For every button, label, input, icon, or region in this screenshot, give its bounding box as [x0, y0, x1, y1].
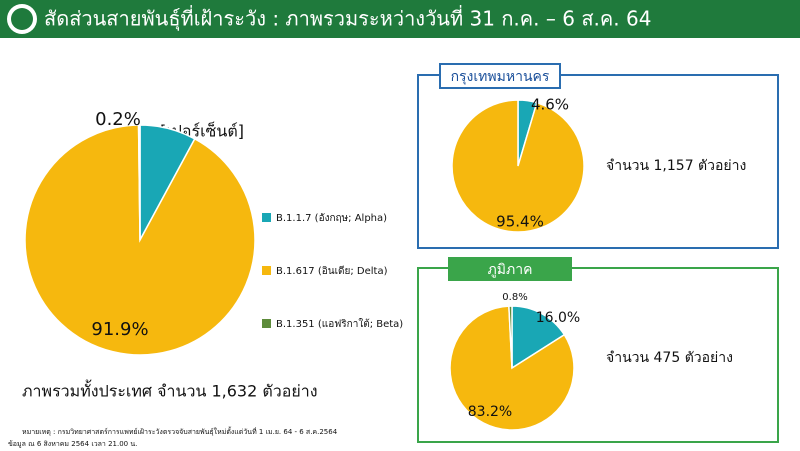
value-label: 4.6% — [531, 96, 569, 114]
pie-slice — [137, 124, 141, 241]
main-subtitle: ภาพรวมทั้งประเทศ จำนวน 1,632 ตัวอย่าง — [22, 380, 318, 401]
legend-label: B.1.351 (แอฟริกาใต้; Beta) — [276, 318, 403, 330]
footnote: ข้อมูล ณ 6 สิงหาคม 2564 เวลา 21.00 น. — [8, 440, 137, 448]
header-title: สัดส่วนสายพันธุ์ที่เฝ้าระวัง : ภาพรวมระห… — [44, 5, 651, 32]
bangkok-tab — [439, 63, 561, 89]
pie-slice — [508, 305, 513, 369]
value-label: 0.8% — [502, 292, 527, 303]
footnote: หมายเหตุ : กรมวิทยาศาสตร์การแพทย์เฝ้าระว… — [22, 425, 338, 436]
pie-slice — [451, 99, 585, 233]
region-subtitle: จำนวน 475 ตัวอย่าง — [606, 350, 733, 366]
value-label: 95.4% — [496, 213, 544, 231]
legend-swatch — [262, 266, 271, 275]
value-label: 16.0% — [536, 310, 580, 326]
legend-swatch — [262, 213, 271, 222]
pie-slice — [511, 305, 566, 370]
value-label: 83.2% — [468, 404, 512, 420]
logo-inner — [11, 8, 33, 30]
legend-label: B.1.617 (อินเดีย; Delta) — [276, 265, 388, 277]
header-bar — [0, 0, 800, 38]
region-title: ภูมิภาค — [488, 262, 533, 278]
value-label: 0.2% — [95, 109, 141, 130]
legend-label: B.1.1.7 (อังกฤษ; Alpha) — [276, 213, 387, 224]
bangkok-box — [417, 74, 779, 249]
bangkok-subtitle: จำนวน 1,157 ตัวอย่าง — [606, 158, 746, 174]
bangkok-title: กรุงเทพมหานคร — [451, 69, 550, 85]
region-box — [417, 267, 779, 443]
value-label: 91.9% — [91, 319, 148, 340]
legend-swatch — [262, 319, 271, 328]
region-tab — [448, 257, 572, 281]
pie-slice — [24, 124, 256, 356]
